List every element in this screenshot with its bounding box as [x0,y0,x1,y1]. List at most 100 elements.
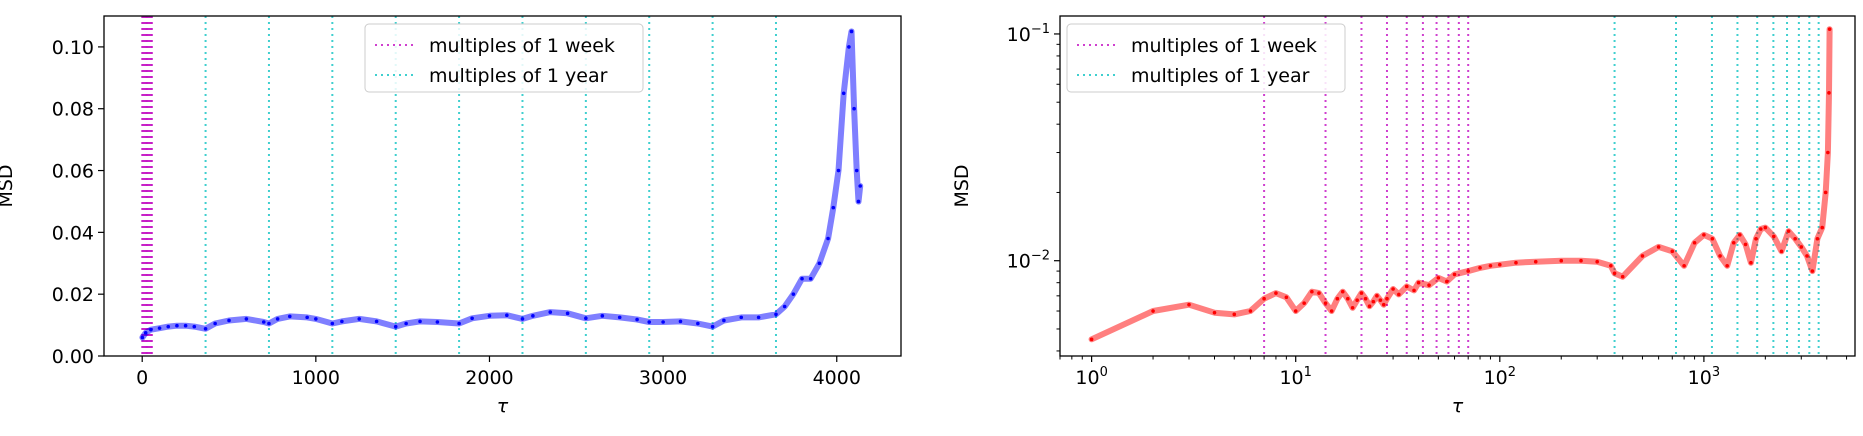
msd-data-point [1609,263,1613,268]
y-axis-label: MSD [0,164,17,207]
msd-data-point [1346,296,1350,301]
msd-data-point [617,315,622,320]
msd-data-point [374,319,379,324]
msd-data-point [457,321,461,326]
msd-data-point [1371,299,1376,304]
x-tick-label: 100 [1075,365,1107,389]
msd-data-point [1452,272,1457,277]
msd-data-point [1820,225,1825,230]
msd-data-point [1378,298,1383,302]
msd-data-point [227,318,231,323]
msd-data-point [1323,301,1328,305]
x-tick-label: 102 [1484,365,1516,389]
msd-data-point [1232,312,1237,317]
msd-series-line [139,28,864,341]
msd-data-point [149,327,153,332]
msd-data-point [166,324,171,329]
msd-data-point [1427,283,1431,287]
y-axis-label: MSD [951,164,973,207]
msd-data-point [1329,309,1334,313]
x-axis-label: τ [1452,395,1464,417]
msd-data-point [261,320,266,324]
msd-data-point [1779,249,1784,254]
x-tick-label: 3000 [639,367,687,389]
msd-data-point [1793,236,1797,241]
msd-data-point [1375,294,1379,298]
msd-data-point [1718,254,1722,258]
msd-data-point [722,318,726,323]
msd-data-point [1363,296,1368,301]
msd-data-point [1799,245,1804,249]
msd-data-point [531,314,535,318]
msd-data-point [1731,240,1736,245]
y-tick-label: 10−1 [1007,22,1050,46]
msd-data-point [1355,298,1359,302]
msd-data-point [1670,249,1675,254]
msd-data-point [1620,274,1625,279]
msd-data-point [1381,302,1386,307]
msd-data-point [856,199,861,204]
msd-data-point [330,321,335,326]
msd-data-point [1478,266,1482,270]
chart-linear-msd: 0 1000 2000 3000 4000 0.00 0.02 0.04 0.06 0.08 0.1… [0,15,902,417]
y-tick-label: 0.02 [52,284,94,306]
msd-data-point [584,316,588,321]
msd-data-point [1810,269,1815,273]
msd-data-point [1827,91,1831,95]
msd-data-point [520,317,525,321]
msd-data-point [1416,280,1421,285]
msd-data-point [175,323,179,328]
msd-data-point [1310,289,1314,294]
msd-data-point [756,315,761,320]
msd-data-point [1754,236,1758,241]
msd-data-point [287,314,292,319]
msd-data-point [1391,287,1395,291]
msd-data-point [1385,296,1389,301]
msd-data-point [1488,263,1493,268]
msd-data-point [1317,291,1321,295]
msd-data-point [1826,150,1830,155]
msd-data-point [1725,263,1729,268]
msd-data-point [487,314,492,318]
msd-data-point [1710,236,1715,241]
msd-data-point [678,319,683,324]
msd-data-point [1771,234,1776,239]
msd-data-point [1692,240,1697,245]
x-tick-label: 0 [136,367,148,389]
msd-data-point [852,106,856,111]
msd-data-point [1397,292,1401,297]
msd-data-point [157,326,162,330]
axes-frame [1059,15,1856,357]
msd-data-point [854,168,859,173]
msd-data-point [1763,225,1768,230]
msd-data-point [1533,259,1538,264]
msd-data-point [203,327,208,331]
msd-data-point [267,321,271,326]
msd-data-point [213,321,217,326]
msd-data-point [1089,337,1094,342]
msd-data-point [791,292,796,296]
msd-data-point [1359,291,1364,295]
msd-data-point [1682,263,1686,268]
msd-data-point [739,315,744,320]
msd-data-point [143,331,148,335]
msd-data-point [314,317,318,321]
msd-data-point [275,317,280,321]
y-tick-label: 0.06 [52,161,94,183]
msd-data-point [1559,258,1564,263]
msd-data-point [1786,229,1791,233]
msd-data-point [1293,309,1298,313]
msd-data-point [661,320,665,324]
msd-data-point [1595,259,1599,264]
x-tick-label: 2000 [465,367,513,389]
msd-data-point [710,324,715,329]
msd-data-point [1498,262,1502,267]
msd-data-point [1827,27,1832,31]
msd-data-point [1823,190,1828,195]
x-tick-label: 103 [1688,365,1720,389]
msd-data-point [1302,301,1306,305]
msd-data-point [393,324,398,329]
legend-entry: multiples of 1 year [1131,65,1310,87]
msd-data-point [1284,295,1289,300]
